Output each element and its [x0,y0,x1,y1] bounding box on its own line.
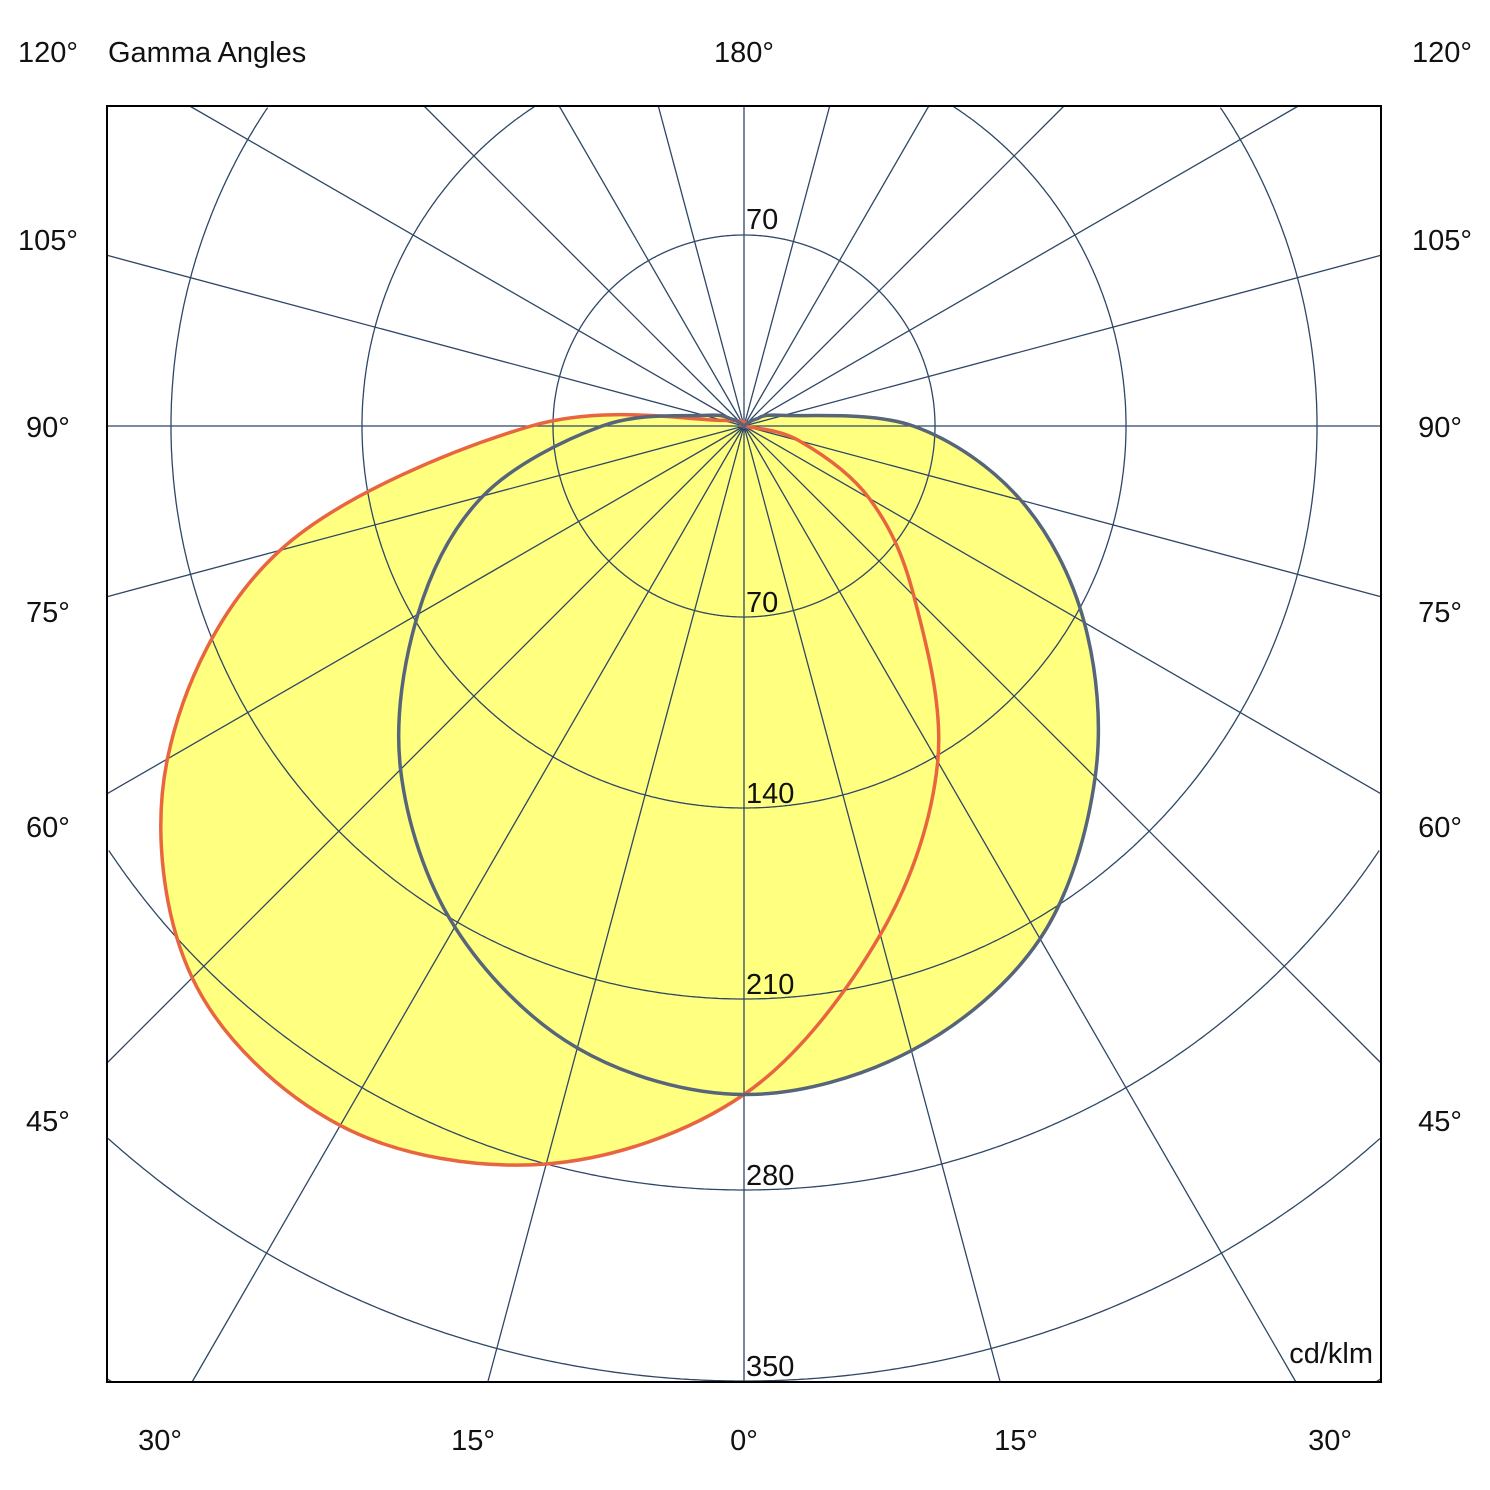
curve-fill-1 [398,415,1099,1095]
grid-radial-line [743,254,1382,427]
grid-radial-line [106,254,745,427]
corner-label-right: 120° [1412,37,1472,69]
right-angle-label: 75° [1418,597,1462,629]
intensity-curve-0 [159,412,941,1167]
top-angle-label: 180° [714,37,774,69]
radial-tick-label: 210 [746,969,794,1001]
left-angle-label: 45° [26,1106,70,1138]
grid-radial-line [106,425,745,795]
corner-label-left: 120° [18,37,78,69]
left-angle-label: 105° [18,225,78,257]
grid-radial-line [106,425,745,1064]
chart-title: Gamma Angles [108,37,306,69]
right-angle-label: 105° [1412,225,1472,257]
grid-radial-line [189,105,745,427]
grid-radial-line [743,105,1065,427]
plot-frame [106,105,1382,1383]
grid-radial-line [191,425,745,1383]
left-angle-label: 90° [26,412,70,444]
right-angle-label: 45° [1418,1106,1462,1138]
grid-radial-line [657,105,745,427]
radial-tick-label: 140 [746,778,794,810]
grid-radial-line [106,425,745,598]
grid-circle [170,107,1318,1000]
bottom-angle-label: 30° [138,1425,182,1457]
grid-radial-line [743,105,930,427]
left-angle-label: 60° [26,812,70,844]
grid-radial-line [743,425,1297,1383]
grid-radial-line [743,105,1299,427]
intensity-curve-1 [396,413,1101,1097]
bottom-angle-label: 0° [730,1425,758,1457]
radial-tick-label: 280 [746,1160,794,1192]
bottom-angle-label: 15° [451,1425,495,1457]
radial-tick-label: 350 [746,1351,794,1383]
right-angle-label: 90° [1418,412,1462,444]
grid-radial-line [423,105,745,427]
bottom-angle-label: 15° [994,1425,1038,1457]
grid-radial-line [487,425,745,1383]
grid-radial-line [558,105,745,427]
radial-tick-labels: 70 70 140 210 280 350 [746,204,794,1383]
grid-radial-line [743,425,1382,1064]
grid-radial-line [743,105,831,427]
grid-radial-line [743,425,1001,1383]
right-angle-label: 60° [1418,812,1462,844]
radial-tick-label: 70 [746,204,778,236]
left-angle-label: 75° [26,597,70,629]
bottom-angle-label: 30° [1308,1425,1352,1457]
grid-circle [361,105,1127,809]
curve-outlines [159,412,1101,1167]
grid-radial-line [743,425,1382,795]
radial-tick-label: 70 [746,587,778,619]
grid-radial-line [743,425,1382,598]
unit-label: cd/klm [1289,1338,1373,1370]
